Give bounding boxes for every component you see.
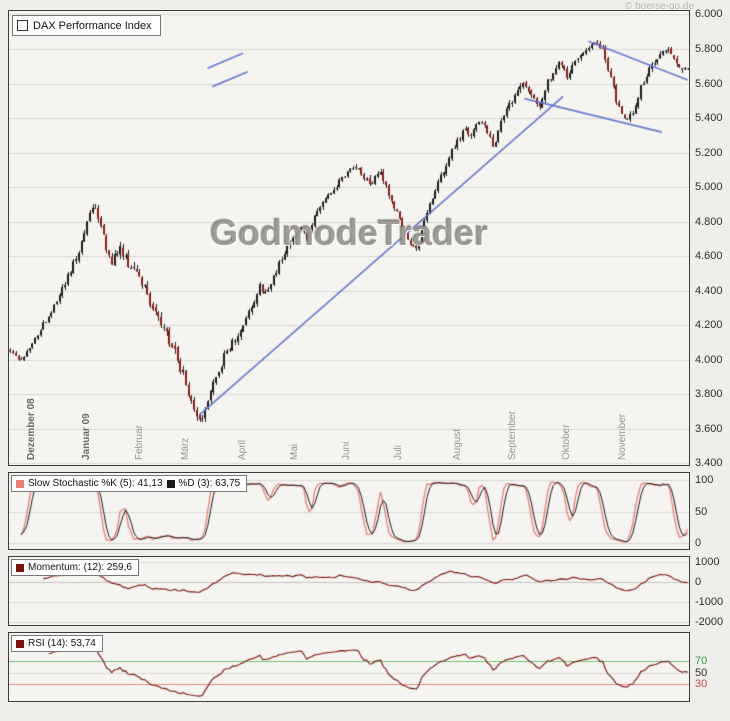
y-tick-label: -2000 bbox=[695, 616, 724, 628]
y-tick-label: 30 bbox=[695, 678, 708, 690]
y-tick-label: 4.200 bbox=[695, 319, 723, 332]
price-panel: GodmodeTrader Dezember 08 Januar 09 Februa… bbox=[8, 10, 690, 466]
price-legend-label: DAX Performance Index bbox=[33, 19, 152, 32]
series-swatch bbox=[16, 479, 24, 488]
rsi-canvas bbox=[9, 633, 689, 701]
month-label: September bbox=[507, 411, 519, 460]
month-label: August bbox=[451, 428, 463, 460]
month-label: Juli bbox=[393, 444, 405, 460]
series-swatch bbox=[16, 639, 24, 648]
stochastic-panel: Slow Stochastic %K (5): 41,13 %D (3): 63,… bbox=[8, 472, 690, 550]
month-label: Juni bbox=[341, 441, 353, 460]
month-label: November bbox=[616, 413, 628, 460]
y-tick-label: 100 bbox=[695, 474, 714, 487]
rsi-panel: RSI (14): 53,74 bbox=[8, 632, 690, 702]
y-tick-label: 5.600 bbox=[695, 77, 723, 90]
series-toggle-checkbox[interactable] bbox=[17, 20, 28, 31]
series-swatch bbox=[166, 479, 175, 488]
y-tick-label: 4.800 bbox=[695, 215, 723, 228]
month-label: Februar bbox=[134, 424, 145, 460]
momentum-legend: Momentum: (12): 259,6 bbox=[11, 559, 139, 576]
momentum-panel: Momentum: (12): 259,6 bbox=[8, 556, 690, 626]
series-label: %D (3): 63,75 bbox=[178, 478, 241, 489]
y-tick-label: 50 bbox=[695, 666, 708, 679]
series-label: Momentum: (12): 259,6 bbox=[28, 562, 132, 573]
y-tick-label: 0 bbox=[695, 576, 702, 588]
y-tick-label: 6.000 bbox=[695, 8, 723, 21]
month-label: März bbox=[179, 437, 191, 460]
month-label: Mai bbox=[289, 443, 301, 460]
y-tick-label: 1000 bbox=[695, 556, 720, 568]
y-tick-label: 0 bbox=[695, 536, 702, 549]
y-tick-label: 3.800 bbox=[695, 388, 723, 401]
series-swatch bbox=[16, 563, 24, 572]
month-label: Januar 09 bbox=[80, 413, 92, 460]
y-tick-label: 5.000 bbox=[695, 181, 723, 194]
month-label: Dezember 08 bbox=[25, 398, 37, 460]
rsi-legend: RSI (14): 53,74 bbox=[11, 635, 103, 652]
copyright-label: © boerse-go.de bbox=[624, 1, 694, 12]
y-tick-label: 4.400 bbox=[695, 284, 723, 297]
y-tick-label: 5.400 bbox=[695, 112, 723, 125]
price-chart-canvas bbox=[9, 11, 689, 465]
y-tick-label: 50 bbox=[695, 505, 708, 518]
series-label: Slow Stochastic %K (5): 41,13 bbox=[28, 478, 163, 489]
y-tick-label: 4.000 bbox=[695, 353, 723, 366]
month-label: Oktober bbox=[561, 424, 573, 460]
stochastic-legend: Slow Stochastic %K (5): 41,13 %D (3): 63,… bbox=[11, 475, 248, 492]
month-axis: Dezember 08 Januar 09 Februar März April Mai J… bbox=[9, 11, 689, 465]
y-tick-label: 3.400 bbox=[695, 457, 723, 470]
y-tick-label: -1000 bbox=[695, 596, 724, 608]
series-label: RSI (14): 53,74 bbox=[28, 638, 96, 649]
y-tick-label: 5.200 bbox=[695, 146, 723, 159]
y-tick-label: 3.600 bbox=[695, 422, 723, 435]
price-legend[interactable]: DAX Performance Index bbox=[12, 15, 161, 36]
y-tick-label: 5.800 bbox=[695, 42, 723, 55]
month-label: April bbox=[237, 439, 249, 460]
y-tick-label: 70 bbox=[695, 655, 708, 668]
y-tick-label: 4.600 bbox=[695, 250, 723, 263]
